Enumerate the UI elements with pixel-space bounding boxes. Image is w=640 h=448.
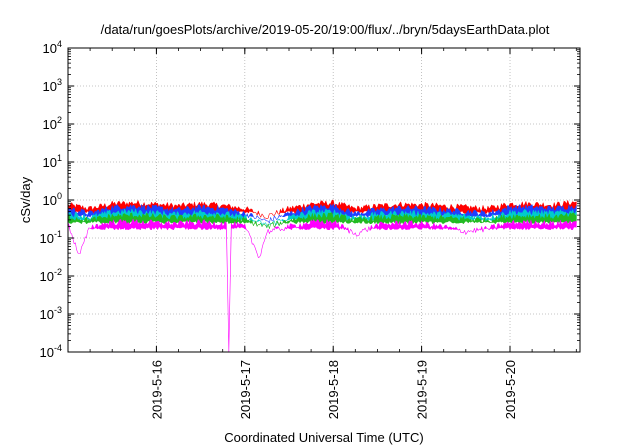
axes: 10-4 10-3 10-2 10-1 100 101 102 103 104 2019-5-16… <box>40 39 580 419</box>
y-tick-label: 100 <box>43 191 62 208</box>
series-layer <box>67 199 577 353</box>
y-tick-label: 103 <box>43 77 62 94</box>
x-tick-label: 2019-5-17 <box>238 360 253 419</box>
y-tick-label: 101 <box>43 153 62 170</box>
y-tick-label: 10-2 <box>40 267 62 284</box>
series-4 <box>67 218 577 353</box>
y-tick-label: 102 <box>43 115 62 132</box>
y-tick-label: 10-3 <box>40 305 62 322</box>
x-tick-label: 2019-5-20 <box>503 360 518 419</box>
x-tick-label: 2019-5-16 <box>149 360 164 419</box>
chart-title: /data/run/goesPlots/archive/2019-05-20/1… <box>101 22 550 37</box>
x-axis-label: Coordinated Universal Time (UTC) <box>224 430 423 445</box>
x-tick-label: 2019-5-18 <box>326 360 341 419</box>
y-tick-label: 10-1 <box>40 229 62 246</box>
y-axis-label: cSv/day <box>18 176 33 223</box>
grid <box>68 47 580 353</box>
y-tick-label: 104 <box>43 39 62 56</box>
y-tick-label: 10-4 <box>40 343 62 360</box>
x-tick-label: 2019-5-19 <box>415 360 430 419</box>
